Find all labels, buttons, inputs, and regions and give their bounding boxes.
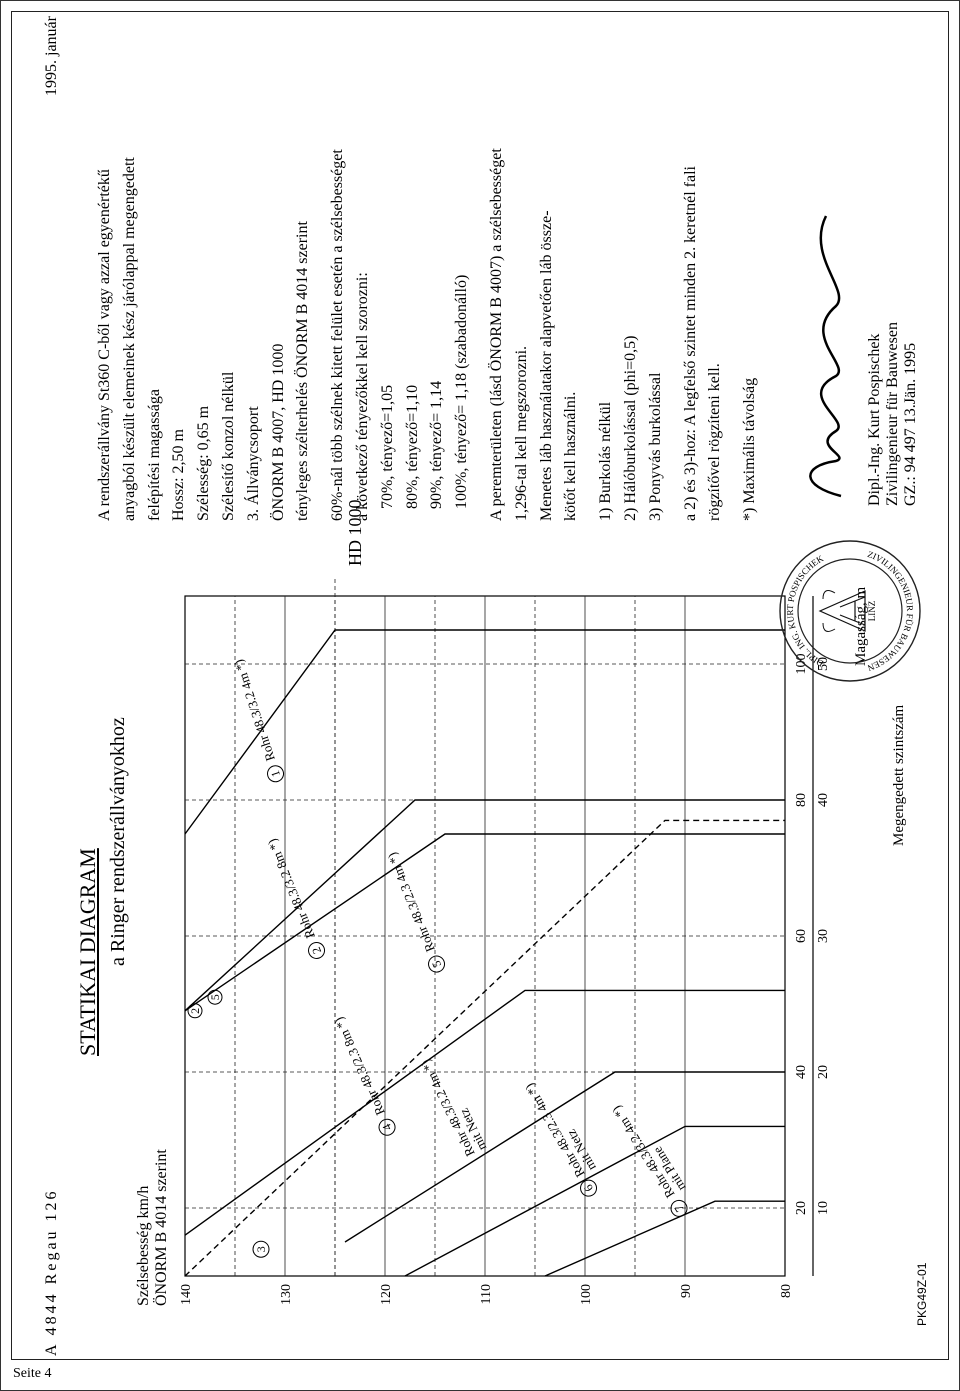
svg-text:2: 2 bbox=[188, 1007, 202, 1013]
svg-text:90: 90 bbox=[679, 1284, 694, 1298]
sig-ref: GZ.: 94 497 13.Jän. 1995 bbox=[902, 36, 920, 506]
svg-text:30: 30 bbox=[816, 929, 831, 943]
svg-text:Rohr 48.3/3.2 8m *): Rohr 48.3/3.2 8m *) bbox=[264, 836, 318, 940]
ref-code: PKG49Z-01 bbox=[915, 1262, 929, 1325]
stamp-center: LINZ bbox=[867, 600, 877, 621]
svg-text:4: 4 bbox=[379, 1121, 394, 1132]
svg-text:3: 3 bbox=[254, 1246, 268, 1252]
svg-text:20: 20 bbox=[816, 1065, 831, 1079]
x-axis-label-bottom: Megengedett szintszám bbox=[891, 704, 908, 845]
signature-scribble bbox=[791, 206, 861, 506]
svg-text:5: 5 bbox=[429, 958, 444, 969]
svg-text:DIPL. ING. KURT POSPISCHEK: DIPL. ING. KURT POSPISCHEK bbox=[785, 552, 826, 668]
svg-text:60: 60 bbox=[794, 929, 809, 943]
svg-text:100: 100 bbox=[579, 1284, 594, 1305]
svg-text:Rohr 48.3/3.2 4m *): Rohr 48.3/3.2 4m *) bbox=[609, 1103, 678, 1201]
svg-text:80: 80 bbox=[794, 793, 809, 807]
signature-block: Dipl.-Ing. Kurt Pospischek Zivilingenieu… bbox=[791, 36, 920, 506]
svg-text:Rohr 48.3/3.2 4m *): Rohr 48.3/3.2 4m *) bbox=[231, 657, 278, 762]
svg-text:80: 80 bbox=[779, 1284, 794, 1298]
subtitle: a Ringer rendszerállványokhoz bbox=[107, 717, 130, 966]
notes-column: A rendszerállvány St360 C-ből vagy azzal… bbox=[95, 31, 765, 521]
page-footer: Seite 4 bbox=[13, 1366, 52, 1382]
stamp-text-top: DIPL. ING. KURT POSPISCHEK bbox=[785, 552, 826, 668]
rotated-page: A 4844 Regau 126 1995. január STATIKAI D… bbox=[15, 6, 945, 1366]
engineer-stamp: DIPL. ING. KURT POSPISCHEK ZIVILINGENIEU… bbox=[775, 536, 925, 686]
svg-text:Rohr 48.3/2.3 8m *): Rohr 48.3/2.3 8m *) bbox=[331, 1014, 388, 1117]
svg-text:130: 130 bbox=[279, 1284, 294, 1305]
svg-text:7: 7 bbox=[672, 1202, 687, 1215]
header-row: A 4844 Regau 126 1995. január bbox=[43, 16, 61, 1356]
svg-text:6: 6 bbox=[581, 1182, 596, 1194]
svg-text:1: 1 bbox=[268, 768, 283, 778]
svg-text:10: 10 bbox=[816, 1201, 831, 1215]
header-location: A 4844 Regau 126 bbox=[43, 1188, 61, 1356]
svg-text:40: 40 bbox=[794, 1065, 809, 1079]
svg-text:40: 40 bbox=[816, 793, 831, 807]
svg-text:20: 20 bbox=[794, 1201, 809, 1215]
svg-text:5: 5 bbox=[208, 994, 222, 1000]
page-border: A 4844 Regau 126 1995. január STATIKAI D… bbox=[11, 11, 949, 1360]
svg-text:2: 2 bbox=[309, 945, 324, 956]
svg-text:Rohr 48.3/2.3 4m *): Rohr 48.3/2.3 4m *) bbox=[384, 850, 438, 954]
svg-text:120: 120 bbox=[379, 1284, 394, 1305]
main-title: STATIKAI DIAGRAM bbox=[75, 848, 101, 1056]
sig-title: Zivilingenieur für Bauwesen bbox=[884, 36, 902, 506]
chart: 8090100110120130140201040206030804010050… bbox=[145, 566, 865, 1326]
sig-name: Dipl.-Ing. Kurt Pospischek bbox=[866, 36, 884, 506]
header-date: 1995. január bbox=[43, 16, 61, 96]
svg-text:110: 110 bbox=[479, 1284, 494, 1304]
svg-text:140: 140 bbox=[179, 1284, 194, 1305]
